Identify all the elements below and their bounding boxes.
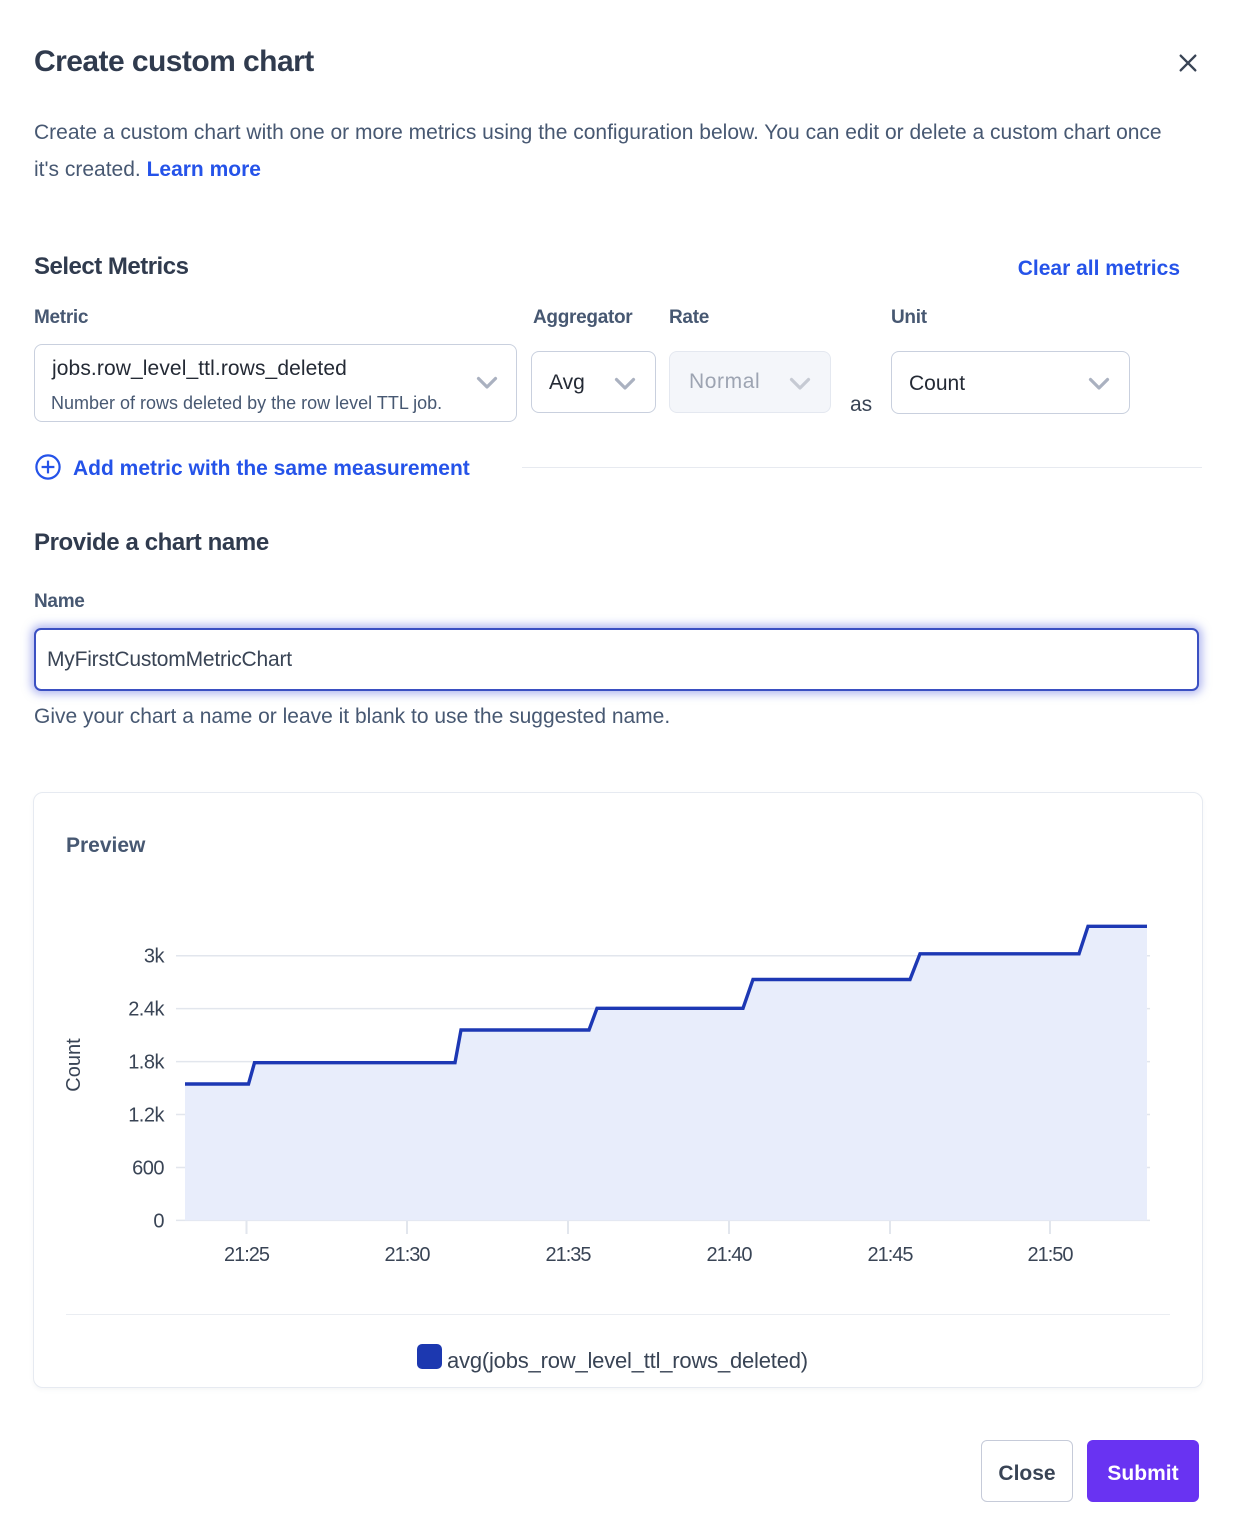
svg-text:Count: Count <box>63 1038 85 1092</box>
svg-text:0: 0 <box>153 1210 164 1232</box>
svg-text:1.2k: 1.2k <box>128 1105 165 1127</box>
svg-text:21:35: 21:35 <box>545 1244 591 1266</box>
svg-text:21:30: 21:30 <box>384 1244 430 1266</box>
svg-text:1.8k: 1.8k <box>128 1052 165 1074</box>
svg-text:3k: 3k <box>144 946 166 968</box>
svg-text:21:40: 21:40 <box>706 1244 752 1266</box>
svg-text:21:50: 21:50 <box>1027 1244 1073 1266</box>
svg-text:600: 600 <box>132 1158 164 1180</box>
svg-text:21:45: 21:45 <box>867 1244 913 1266</box>
svg-text:2.4k: 2.4k <box>128 999 165 1021</box>
svg-text:21:25: 21:25 <box>224 1244 270 1266</box>
